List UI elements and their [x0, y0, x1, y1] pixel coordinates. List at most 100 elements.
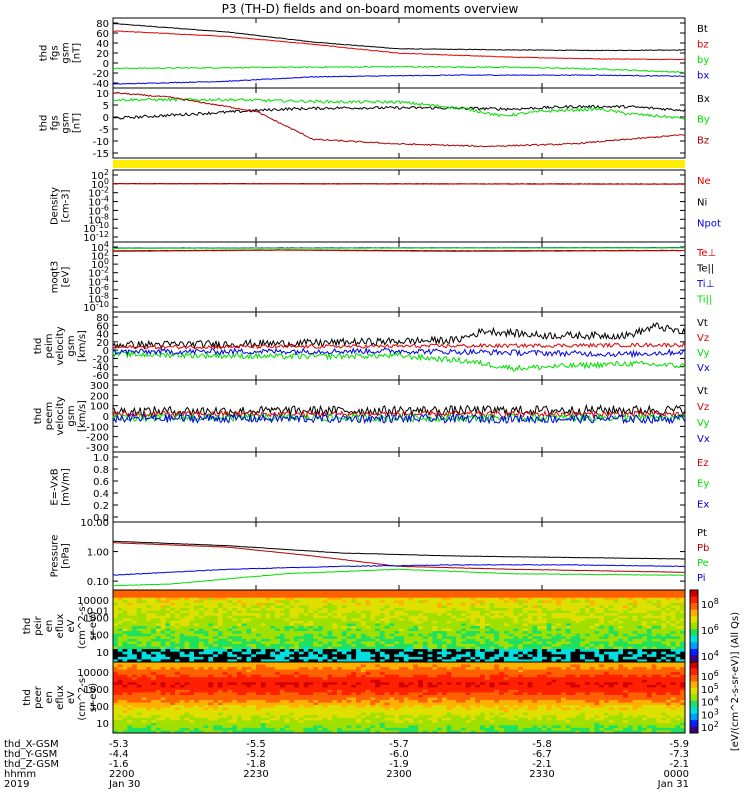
spectrogram-cell — [241, 610, 247, 614]
spectrogram-cell — [160, 610, 166, 614]
spectrogram-cell — [217, 689, 224, 693]
spectrogram-cell — [265, 646, 271, 650]
spectrogram-cell — [270, 654, 276, 658]
spectrogram-cell — [332, 646, 338, 650]
spectrogram-cell — [146, 644, 152, 647]
y-tick-label: 0.10 — [87, 577, 109, 588]
spectrogram-cell — [294, 631, 300, 635]
spectrogram-cell — [661, 592, 667, 596]
spectrogram-cell — [456, 649, 462, 653]
spectrogram-cell — [179, 712, 185, 716]
spectrogram-cell — [584, 592, 591, 596]
spectrogram-cell — [217, 702, 224, 706]
spectrogram-cell — [494, 610, 500, 614]
spectrogram-cell — [260, 633, 266, 637]
spectrogram-cell — [470, 633, 476, 637]
spectrogram-cell — [499, 651, 505, 655]
spectrogram-cell — [527, 623, 533, 627]
spectrogram-cell — [642, 638, 648, 642]
spectrogram-cell — [122, 695, 128, 698]
spectrogram-cell — [613, 654, 619, 658]
spectrogram-cell — [232, 717, 238, 721]
spectrogram-cell — [155, 644, 162, 647]
spectrogram-cell — [227, 605, 233, 609]
spectrogram-cell — [632, 636, 638, 640]
spectrogram-cell — [122, 618, 128, 622]
spectrogram-cell — [542, 644, 548, 647]
spectrogram-cell — [503, 613, 510, 617]
spectrogram-cell — [680, 644, 686, 647]
spectrogram-cell — [584, 602, 591, 606]
spectrogram-cell — [327, 620, 333, 624]
spectrogram-cell — [270, 618, 276, 622]
spectrogram-cell — [542, 597, 548, 601]
spectrogram-cell — [260, 730, 266, 734]
spectrogram-cell — [613, 618, 619, 622]
spectrogram-cell — [584, 618, 591, 622]
spectrogram-cell — [170, 705, 176, 708]
spectrogram-cell — [527, 605, 533, 609]
spectrogram-cell — [599, 654, 605, 658]
spectrogram-cell — [251, 626, 257, 629]
series-Pi — [113, 564, 686, 576]
spectrogram-cell — [446, 595, 452, 599]
spectrogram-cell — [227, 679, 233, 683]
spectrogram-cell — [670, 651, 676, 655]
spectrogram-cell — [418, 618, 424, 622]
spectrogram-cell — [465, 608, 471, 611]
spectrogram-cell — [151, 710, 157, 714]
spectrogram-cell — [184, 649, 190, 653]
spectrogram-cell — [313, 626, 319, 629]
spectrogram-cell — [279, 626, 285, 629]
spectrogram-cell — [141, 664, 147, 668]
spectrogram-cell — [513, 602, 519, 606]
spectrogram-cell — [155, 613, 162, 617]
spectrogram-cell — [646, 613, 653, 617]
spectrogram-cell — [584, 654, 591, 658]
spectrogram-cell — [117, 649, 123, 653]
spectrogram-cell — [518, 592, 524, 596]
spectrogram-cell — [461, 649, 467, 653]
spectrogram-cell — [446, 626, 452, 629]
y-tick-label: 0.2 — [93, 501, 109, 512]
spectrogram-cell — [203, 707, 209, 711]
spectrogram-cell — [289, 667, 295, 670]
spectrogram-cell — [613, 646, 619, 650]
spectrogram-cell — [203, 674, 209, 678]
spectrogram-cell — [322, 623, 328, 627]
spectrogram-cell — [604, 592, 610, 596]
spectrogram-cell — [227, 626, 233, 629]
spectrogram-cell — [251, 682, 257, 686]
spectrogram-cell — [284, 600, 290, 604]
spectrogram-cell — [213, 623, 219, 627]
spectrogram-cell — [208, 697, 214, 701]
spectrogram-cell — [208, 682, 214, 686]
spectrogram-cell — [394, 641, 400, 645]
spectrogram-cell — [575, 608, 581, 611]
spectrogram-cell — [260, 590, 266, 593]
legend-Vy: Vy — [697, 348, 710, 359]
spectrogram-cell — [241, 725, 247, 729]
spectrogram-cell — [189, 644, 195, 647]
spectrogram-cell — [146, 722, 152, 726]
spectrogram-cell — [413, 628, 419, 632]
spectrogram-cell — [127, 669, 133, 673]
spectrogram-cell — [370, 656, 376, 660]
spectrogram-cell — [141, 631, 147, 635]
spectrogram-cell — [175, 705, 181, 708]
spectrogram-cell — [475, 644, 481, 647]
spectrogram-cell — [646, 602, 653, 606]
spectrogram-cell — [146, 717, 152, 721]
spectrogram-cell — [279, 667, 285, 670]
spectrogram-cell — [227, 649, 233, 653]
spectrogram-cell — [184, 674, 190, 678]
spectrogram-cell — [642, 595, 648, 599]
spectrogram-cell — [151, 636, 157, 640]
spectrogram-cell — [480, 651, 486, 655]
spectrogram-cell — [527, 638, 533, 642]
spectrogram-cell — [651, 641, 657, 645]
spectrogram-cell — [532, 649, 538, 653]
spectrogram-cell — [360, 618, 367, 622]
spectrogram-cell — [522, 620, 529, 624]
spectrogram-cell — [160, 669, 166, 673]
